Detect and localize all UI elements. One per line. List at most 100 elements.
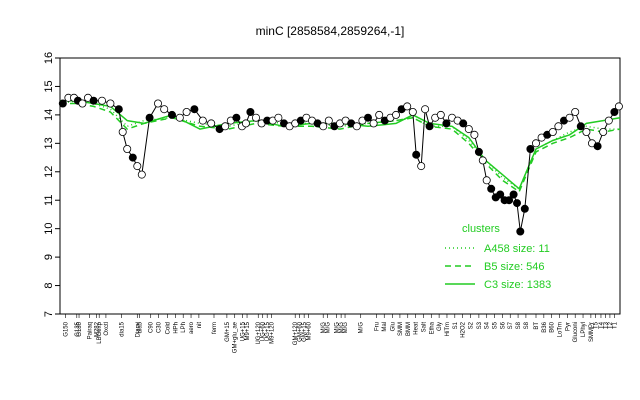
- y-tick-label: 12: [43, 166, 55, 178]
- data-point: [425, 122, 434, 131]
- x-tick-label: M9+15: [245, 321, 251, 340]
- data-point: [464, 125, 473, 134]
- y-axis: 7 8 9 10 11 12 13 14 15 16: [43, 52, 60, 317]
- x-tick-label: Fru: [374, 322, 380, 331]
- x-tick-label: Gluconi: [573, 322, 579, 342]
- data-points: [58, 93, 623, 236]
- x-tick-label: H2O2: [461, 321, 467, 337]
- data-point: [58, 99, 67, 108]
- x-tick-label: S3: [477, 321, 483, 329]
- x-tick-label: S6: [500, 321, 506, 329]
- x-tick-label: M/G: [343, 322, 349, 334]
- y-tick-label: 10: [43, 223, 55, 235]
- x-tick-label: LPhyl: [581, 322, 587, 337]
- x-tick-label: Oxctl: [104, 322, 110, 336]
- data-point: [436, 110, 445, 119]
- data-point: [118, 127, 127, 136]
- data-point: [133, 162, 142, 171]
- x-tick-label: G150: [64, 321, 70, 336]
- y-tick-label: 9: [43, 254, 55, 260]
- x-tick-label: HPh: [173, 322, 179, 334]
- x-tick-label: T3: [603, 321, 609, 329]
- series-line-a458: [59, 99, 620, 190]
- data-point: [324, 116, 333, 125]
- x-tick-label: S5: [493, 321, 499, 329]
- data-point: [554, 122, 563, 131]
- data-point: [526, 144, 535, 153]
- x-tick-label: S7: [508, 321, 514, 329]
- data-point: [363, 113, 372, 122]
- data-point: [474, 147, 483, 156]
- y-tick-label: 7: [43, 311, 55, 317]
- data-point: [421, 105, 430, 114]
- data-point: [182, 108, 191, 117]
- data-point: [352, 122, 361, 131]
- x-tick-label: BMM: [406, 322, 412, 336]
- y-tick-label: 11: [43, 195, 55, 206]
- y-tick-label: 14: [43, 109, 55, 121]
- x-tick-label: G135: [75, 321, 81, 336]
- x-tick-label: T1: [612, 321, 618, 329]
- data-point: [408, 108, 417, 117]
- data-point: [207, 119, 216, 128]
- data-point: [167, 110, 176, 119]
- data-point: [319, 122, 328, 131]
- x-tick-label: SMMPr: [589, 322, 595, 342]
- x-tick-label: S8: [524, 321, 530, 329]
- y-tick-label: 13: [43, 137, 55, 149]
- chart-title: minC [2858584,2859264,-1]: [256, 24, 405, 38]
- x-tick-label: T2: [608, 321, 614, 329]
- x-tick-label: dia5: [138, 321, 144, 333]
- legend-label-b5: B5 size: 546: [484, 261, 545, 273]
- data-point: [417, 162, 426, 171]
- x-tick-label: M282: [94, 321, 100, 337]
- x-tick-label: Pairaq: [88, 322, 94, 339]
- x-tick-label: UG+60: [261, 321, 267, 341]
- series-line-c3: [60, 99, 621, 191]
- x-tick-label: BT: [534, 322, 540, 330]
- x-tick-label: SMM: [398, 322, 404, 336]
- x-tick-label: S1: [453, 321, 459, 329]
- data-point: [459, 119, 468, 128]
- data-point: [246, 108, 255, 117]
- x-tick-label: T5: [593, 321, 599, 329]
- x-tick-label: Glu: [391, 322, 397, 331]
- plot-frame: [59, 57, 621, 315]
- data-point: [599, 127, 608, 136]
- x-tick-label: S4: [485, 321, 491, 329]
- legend: clusters A458 size: 11 B5 size: 546 C3 s…: [445, 223, 551, 291]
- data-point: [221, 122, 230, 131]
- y-tick-label: 16: [43, 52, 55, 64]
- data-point: [610, 108, 619, 117]
- series-line-b5: [60, 102, 621, 193]
- data-point: [478, 156, 487, 165]
- data-point: [160, 105, 169, 114]
- x-tick-label: dia15: [120, 321, 126, 336]
- x-tick-label: S8: [516, 321, 522, 329]
- legend-label-c3: C3 size: 1383: [484, 279, 551, 291]
- data-point: [123, 144, 132, 153]
- data-point: [128, 153, 137, 162]
- x-tick-label: Pyr: [565, 322, 571, 331]
- x-tick-label: B36: [542, 321, 548, 332]
- data-point: [198, 116, 207, 125]
- x-tick-label: GM+15: [302, 321, 308, 342]
- data-point: [487, 184, 496, 193]
- x-tick-label: B60: [550, 321, 556, 332]
- x-tick-label: aero: [189, 321, 195, 334]
- x-tick-label: UG+15: [265, 321, 271, 341]
- data-point: [251, 113, 260, 122]
- x-tick-label: GM+60: [298, 321, 304, 342]
- data-point: [509, 190, 518, 199]
- legend-label-a458: A458 size: 11: [484, 243, 550, 255]
- data-point: [391, 110, 400, 119]
- y-tick-label: 15: [43, 80, 55, 92]
- data-point: [470, 130, 479, 139]
- legend-title: clusters: [462, 223, 500, 235]
- data-point: [582, 127, 591, 136]
- data-point: [137, 170, 146, 179]
- x-tick-label: ferm: [212, 322, 218, 334]
- x-tick-label: S2: [468, 321, 474, 329]
- data-point: [78, 99, 87, 108]
- x-tick-label: M/G: [359, 322, 365, 334]
